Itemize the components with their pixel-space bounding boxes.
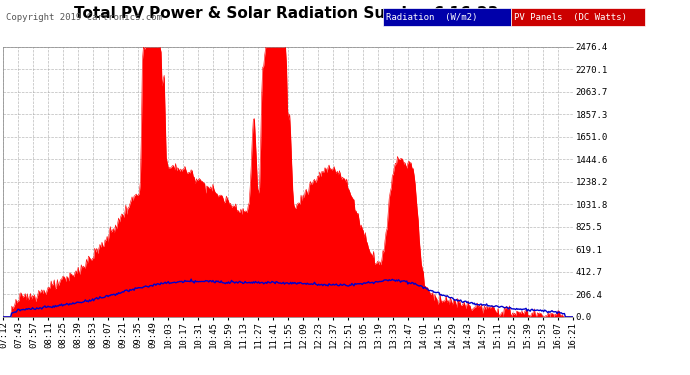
Text: Total PV Power & Solar Radiation Sun Jan 6 16:23: Total PV Power & Solar Radiation Sun Jan… — [74, 6, 499, 21]
Text: PV Panels  (DC Watts): PV Panels (DC Watts) — [514, 13, 627, 22]
Text: Copyright 2019 Cartronics.com: Copyright 2019 Cartronics.com — [6, 13, 161, 22]
Text: Radiation  (W/m2): Radiation (W/m2) — [386, 13, 477, 22]
